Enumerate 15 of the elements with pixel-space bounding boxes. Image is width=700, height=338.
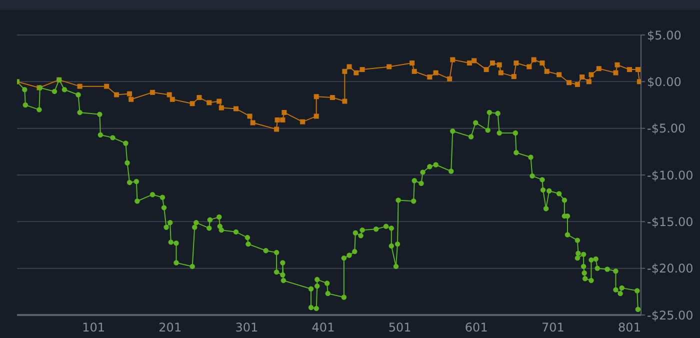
- x-tick-label: 601: [464, 320, 488, 335]
- x-tick-label: 401: [312, 320, 335, 335]
- x-tick-label: 301: [235, 320, 258, 335]
- y-tick-label: -$15.00: [647, 214, 694, 229]
- y-tick-label: -$5.00: [647, 122, 686, 136]
- y-tick-label: -$10.00: [647, 168, 694, 182]
- x-tick-label: 701: [542, 320, 564, 335]
- y-tick-label: $0.00: [647, 74, 682, 89]
- y-tick-label: -$25.00: [647, 308, 694, 322]
- x-tick-label: 201: [158, 320, 182, 335]
- y-tick-label: $5.00: [647, 28, 682, 42]
- y-tick-label: -$20.00: [647, 262, 694, 276]
- x-tick-label: 501: [388, 320, 412, 335]
- x-tick-label: 801: [618, 320, 641, 335]
- x-tick-label: 101: [82, 320, 106, 335]
